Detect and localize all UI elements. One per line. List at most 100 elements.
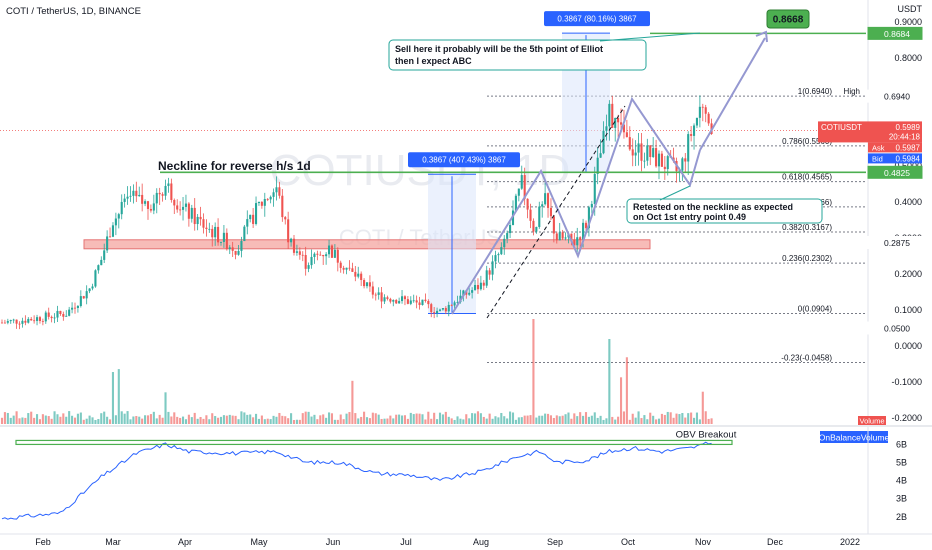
volume-bar (415, 413, 418, 424)
candle-body (365, 282, 369, 287)
candle-body (222, 232, 225, 242)
axis-price-tag (867, 236, 923, 249)
target-badge[interactable] (766, 9, 810, 29)
candle-body (631, 149, 634, 156)
volume-bar (50, 418, 53, 424)
volume-bar (214, 416, 217, 424)
obv-breakout-channel[interactable] (15, 439, 733, 446)
volume-bar (15, 411, 18, 424)
volume-bar (582, 415, 585, 424)
elliott-wave-path[interactable] (451, 96, 701, 315)
channel-line[interactable] (486, 159, 591, 319)
volume-bar (129, 419, 132, 424)
candle-body (582, 222, 585, 240)
volume-bar (392, 418, 395, 424)
volume-bar (476, 411, 480, 424)
candle-body (354, 271, 357, 277)
candle-body (135, 190, 138, 197)
neckline-annotation[interactable]: Neckline for reverse h/s 1d (158, 159, 311, 173)
volume-bar (354, 413, 357, 424)
candle-body (684, 158, 687, 162)
candle-body (532, 220, 535, 232)
annotations[interactable]: Neckline for reverse h/s 1d Sell here it … (158, 32, 823, 224)
volume-bar (149, 414, 152, 424)
sell-callout-line1: Sell here it probably will be the 5th po… (395, 44, 603, 54)
volume-bar (106, 416, 109, 424)
volume-bar (79, 412, 82, 424)
last-price-countdown: 20:44:18 (889, 132, 921, 141)
volume-bar (88, 415, 91, 424)
volume-bar (225, 415, 228, 424)
candle-body (622, 124, 626, 133)
retest-callout-box[interactable] (626, 198, 823, 224)
candle-body (158, 192, 161, 195)
time-tick-label: Jul (400, 537, 412, 547)
volume-bar (596, 417, 599, 424)
candle-body (44, 312, 47, 322)
channel-line[interactable] (589, 105, 626, 161)
volume-bar (622, 411, 626, 424)
candle-body (602, 130, 605, 154)
candle-body (0, 322, 4, 324)
candle-body (126, 196, 129, 199)
candle-body (339, 262, 342, 268)
retest-callout-pointer (659, 185, 691, 201)
obv-tick-label: 3B (896, 494, 907, 504)
support-zone[interactable] (83, 239, 651, 250)
candle-body (310, 256, 313, 266)
volume-bar (453, 419, 456, 424)
volume-bar (643, 415, 646, 424)
volume-bar (179, 417, 182, 424)
candle-body (304, 255, 307, 269)
volume-bar (628, 419, 631, 424)
candle-body (234, 250, 237, 255)
candle-body (552, 216, 555, 234)
last-price-symbol: COTIUSDT (821, 123, 862, 132)
candle-body (447, 304, 450, 312)
volume-bar (649, 412, 652, 424)
ask-tag (868, 142, 922, 153)
candle-body (47, 312, 50, 317)
candle-body (117, 214, 120, 219)
support-zone-rect[interactable] (83, 239, 651, 250)
volume-bar (386, 418, 389, 424)
volume-bar (544, 413, 547, 424)
axis-price-tag-label: 0.0500 (884, 324, 910, 334)
volume-bar (184, 419, 188, 424)
candle-body (298, 251, 301, 255)
candle-body (535, 226, 538, 232)
obv-breakout-label: OBV Breakout (676, 429, 737, 440)
volume-bar (576, 416, 579, 424)
drawings[interactable]: 0.8668 (160, 9, 866, 319)
candle-body (453, 302, 456, 306)
projection-arrow[interactable] (699, 37, 766, 151)
time-tick-label: Mar (105, 537, 121, 547)
volume-bar (380, 418, 383, 424)
volume-bar (278, 412, 281, 424)
volume-bar (520, 417, 523, 424)
candle-body (181, 206, 185, 210)
volume-bar (193, 412, 196, 424)
volume-bar (438, 412, 442, 424)
volume-bar (313, 414, 316, 424)
obv-line[interactable] (1, 441, 712, 520)
volume-bar (678, 414, 681, 424)
candle-body (325, 254, 328, 257)
volume-bar (491, 418, 494, 424)
candle-body (152, 203, 155, 211)
candle-body (33, 320, 36, 322)
volume-bar (357, 418, 360, 424)
volume-bar (701, 391, 704, 424)
last-price-tag (818, 121, 922, 143)
volume-bar (710, 418, 713, 424)
volume-bar (602, 419, 605, 424)
volume-bar (287, 418, 290, 424)
obv-pane[interactable]: OBV Breakout OnBalanceVolume (1, 429, 889, 520)
obv-axis[interactable]: 6B 5B 4B 3B 2B (896, 439, 907, 522)
volume-bar (374, 413, 377, 424)
candle-body (564, 237, 567, 239)
sell-callout-box[interactable] (388, 39, 647, 71)
time-axis[interactable]: Feb Mar Apr May Jun Jul Aug Sep Oct Nov Dec 2022 (35, 537, 860, 547)
volume-bar (529, 415, 532, 424)
